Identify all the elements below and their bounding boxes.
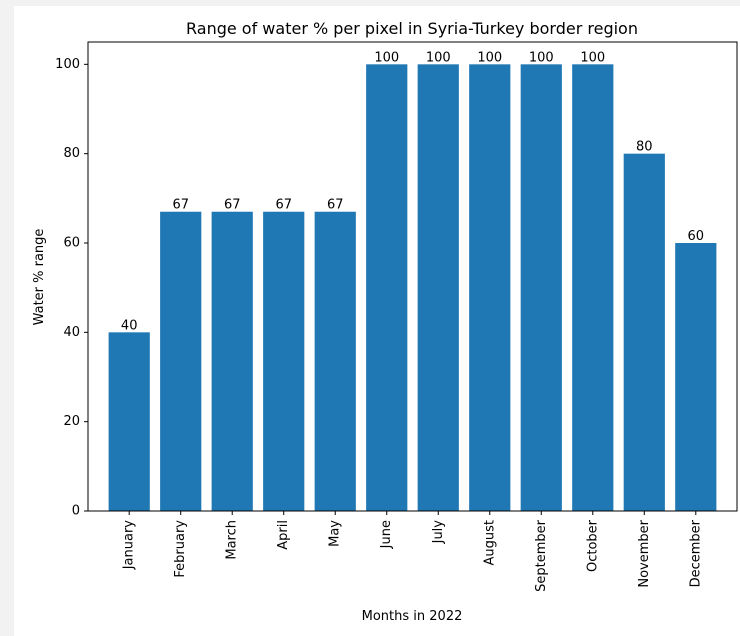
bar-value-label: 60 bbox=[688, 229, 705, 244]
x-tick-label: July bbox=[431, 520, 446, 545]
plot-frame bbox=[87, 41, 738, 512]
bar-value-label: 67 bbox=[327, 198, 344, 213]
chart-figure: Range of water % per pixel in Syria-Turk… bbox=[14, 6, 740, 636]
bar-value-label: 100 bbox=[374, 50, 399, 65]
bar-august bbox=[469, 64, 511, 512]
bar-value-label: 67 bbox=[172, 198, 189, 213]
y-tick-label: 100 bbox=[55, 57, 80, 72]
bar-value-label: 67 bbox=[275, 198, 292, 213]
bars-group: 40 67 67 67 67 100 100 100 100 100 80 60 bbox=[108, 50, 717, 512]
x-axis-label: Months in 2022 bbox=[362, 609, 463, 624]
bar-may bbox=[314, 211, 356, 511]
x-tick-label: March bbox=[225, 520, 240, 560]
bar-value-label: 100 bbox=[529, 50, 554, 65]
bar-value-label: 40 bbox=[121, 318, 138, 333]
chart-title: Range of water % per pixel in Syria-Turk… bbox=[186, 19, 638, 38]
bar-value-label: 100 bbox=[477, 50, 502, 65]
bar-july bbox=[417, 64, 459, 512]
x-tick-label: November bbox=[637, 519, 652, 587]
bar-september bbox=[520, 64, 562, 512]
x-tick-label: September bbox=[534, 519, 549, 592]
axes-group: January February March April May June July Augu… bbox=[55, 41, 738, 592]
bar-value-label: 80 bbox=[636, 140, 653, 155]
x-tick-label: February bbox=[173, 520, 188, 578]
bar-february bbox=[160, 211, 202, 511]
bar-march bbox=[211, 211, 253, 511]
x-tick-label: April bbox=[276, 520, 291, 550]
x-tick-label: June bbox=[379, 520, 394, 549]
bar-november bbox=[623, 153, 665, 511]
x-tick-label: August bbox=[482, 520, 497, 566]
bar-chart: Range of water % per pixel in Syria-Turk… bbox=[32, 19, 738, 624]
y-tick-label: 0 bbox=[72, 504, 80, 519]
y-tick-label: 60 bbox=[63, 236, 80, 251]
bar-june bbox=[366, 64, 408, 512]
x-tick-label: May bbox=[328, 520, 343, 547]
y-tick-label: 80 bbox=[63, 146, 80, 161]
bar-value-label: 100 bbox=[580, 50, 605, 65]
x-tick-label: October bbox=[585, 519, 600, 572]
bar-value-label: 67 bbox=[224, 198, 241, 213]
y-axis-label: Water % range bbox=[32, 229, 47, 326]
y-tick-label: 20 bbox=[63, 414, 80, 429]
x-tick-label: December bbox=[688, 519, 703, 587]
bar-value-label: 100 bbox=[426, 50, 451, 65]
bar-april bbox=[263, 211, 305, 511]
bar-january bbox=[108, 332, 150, 511]
bar-october bbox=[572, 64, 614, 512]
x-tick-label: January bbox=[122, 520, 137, 571]
y-tick-label: 40 bbox=[63, 325, 80, 340]
bar-december bbox=[675, 243, 717, 511]
